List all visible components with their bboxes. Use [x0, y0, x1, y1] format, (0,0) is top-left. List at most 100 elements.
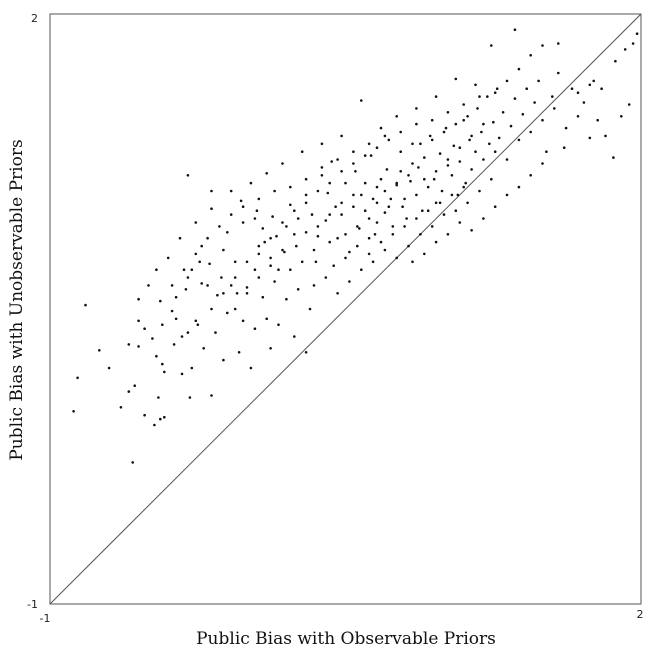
- data-point: [488, 142, 491, 146]
- data-point: [269, 256, 272, 260]
- reference-line-y-equals-x: [49, 13, 642, 605]
- data-point: [383, 189, 387, 193]
- data-point: [233, 276, 237, 279]
- data-point: [334, 205, 337, 208]
- data-point: [190, 366, 194, 370]
- data-point: [456, 193, 460, 197]
- data-point: [480, 130, 483, 134]
- data-point: [161, 362, 164, 366]
- data-point: [194, 221, 198, 224]
- data-point: [495, 87, 499, 90]
- data-point: [478, 95, 481, 98]
- data-point: [180, 372, 184, 376]
- data-point: [466, 115, 469, 118]
- data-point: [464, 181, 468, 185]
- data-point: [576, 91, 580, 94]
- data-point: [269, 347, 272, 350]
- data-point: [233, 307, 237, 311]
- data-point: [237, 351, 241, 354]
- data-point: [143, 413, 146, 417]
- data-point: [344, 233, 347, 236]
- data-point: [430, 225, 434, 228]
- data-point: [255, 209, 259, 212]
- data-point: [517, 67, 521, 71]
- data-point: [407, 244, 410, 248]
- data-point: [432, 177, 436, 181]
- data-point: [316, 189, 320, 193]
- data-point: [434, 170, 438, 173]
- data-point: [411, 142, 414, 146]
- data-point: [320, 142, 324, 146]
- data-point: [190, 268, 194, 272]
- data-point: [564, 126, 568, 130]
- data-point: [497, 136, 501, 140]
- data-point: [596, 118, 599, 122]
- data-point: [426, 185, 430, 189]
- data-point: [438, 201, 442, 205]
- data-point: [277, 323, 280, 327]
- data-point: [210, 307, 213, 311]
- data-point: [452, 144, 456, 148]
- data-point: [269, 264, 272, 268]
- data-point: [403, 225, 406, 228]
- data-point: [521, 113, 525, 116]
- data-point: [482, 158, 485, 161]
- data-point: [545, 150, 548, 153]
- data-point: [612, 156, 615, 159]
- y-tick-min: -1: [27, 598, 38, 611]
- data-point: [76, 376, 79, 380]
- data-point: [222, 292, 225, 295]
- data-point: [415, 107, 418, 110]
- data-point: [352, 150, 355, 153]
- data-point: [186, 331, 190, 334]
- data-point: [415, 122, 418, 126]
- data-point: [324, 276, 328, 279]
- data-point: [383, 248, 387, 252]
- data-point: [513, 28, 517, 32]
- data-point: [328, 240, 332, 244]
- data-point: [182, 268, 186, 272]
- data-point: [304, 177, 308, 181]
- data-point: [332, 264, 336, 268]
- data-point: [178, 236, 182, 240]
- data-point: [403, 197, 406, 201]
- data-point: [159, 299, 162, 303]
- data-point: [72, 410, 75, 413]
- data-point: [379, 126, 383, 130]
- data-point: [241, 319, 245, 323]
- data-point: [170, 309, 174, 313]
- data-point: [348, 280, 351, 283]
- data-point: [304, 351, 308, 354]
- data-point: [257, 197, 261, 201]
- data-point: [163, 370, 166, 374]
- data-point: [269, 236, 272, 240]
- data-point: [285, 225, 288, 228]
- data-point: [137, 319, 140, 323]
- data-point: [562, 146, 566, 149]
- data-point: [541, 162, 544, 165]
- data-point: [304, 193, 308, 197]
- data-point: [356, 244, 359, 248]
- data-point: [387, 138, 391, 142]
- data-point: [206, 284, 209, 287]
- data-point: [537, 79, 540, 83]
- data-point: [529, 54, 532, 57]
- data-point: [263, 240, 267, 244]
- data-point: [367, 217, 371, 220]
- data-point: [541, 44, 544, 47]
- data-point: [553, 107, 556, 110]
- data-point: [226, 231, 229, 234]
- data-point: [493, 150, 497, 153]
- data-point: [153, 423, 156, 427]
- data-point: [419, 142, 422, 146]
- data-point: [635, 32, 639, 35]
- data-point: [399, 150, 403, 153]
- data-point: [391, 225, 395, 228]
- data-point: [440, 189, 444, 193]
- data-point: [490, 44, 493, 47]
- data-point: [222, 248, 225, 252]
- data-point: [415, 217, 418, 220]
- data-point: [407, 174, 410, 177]
- data-point: [458, 160, 462, 163]
